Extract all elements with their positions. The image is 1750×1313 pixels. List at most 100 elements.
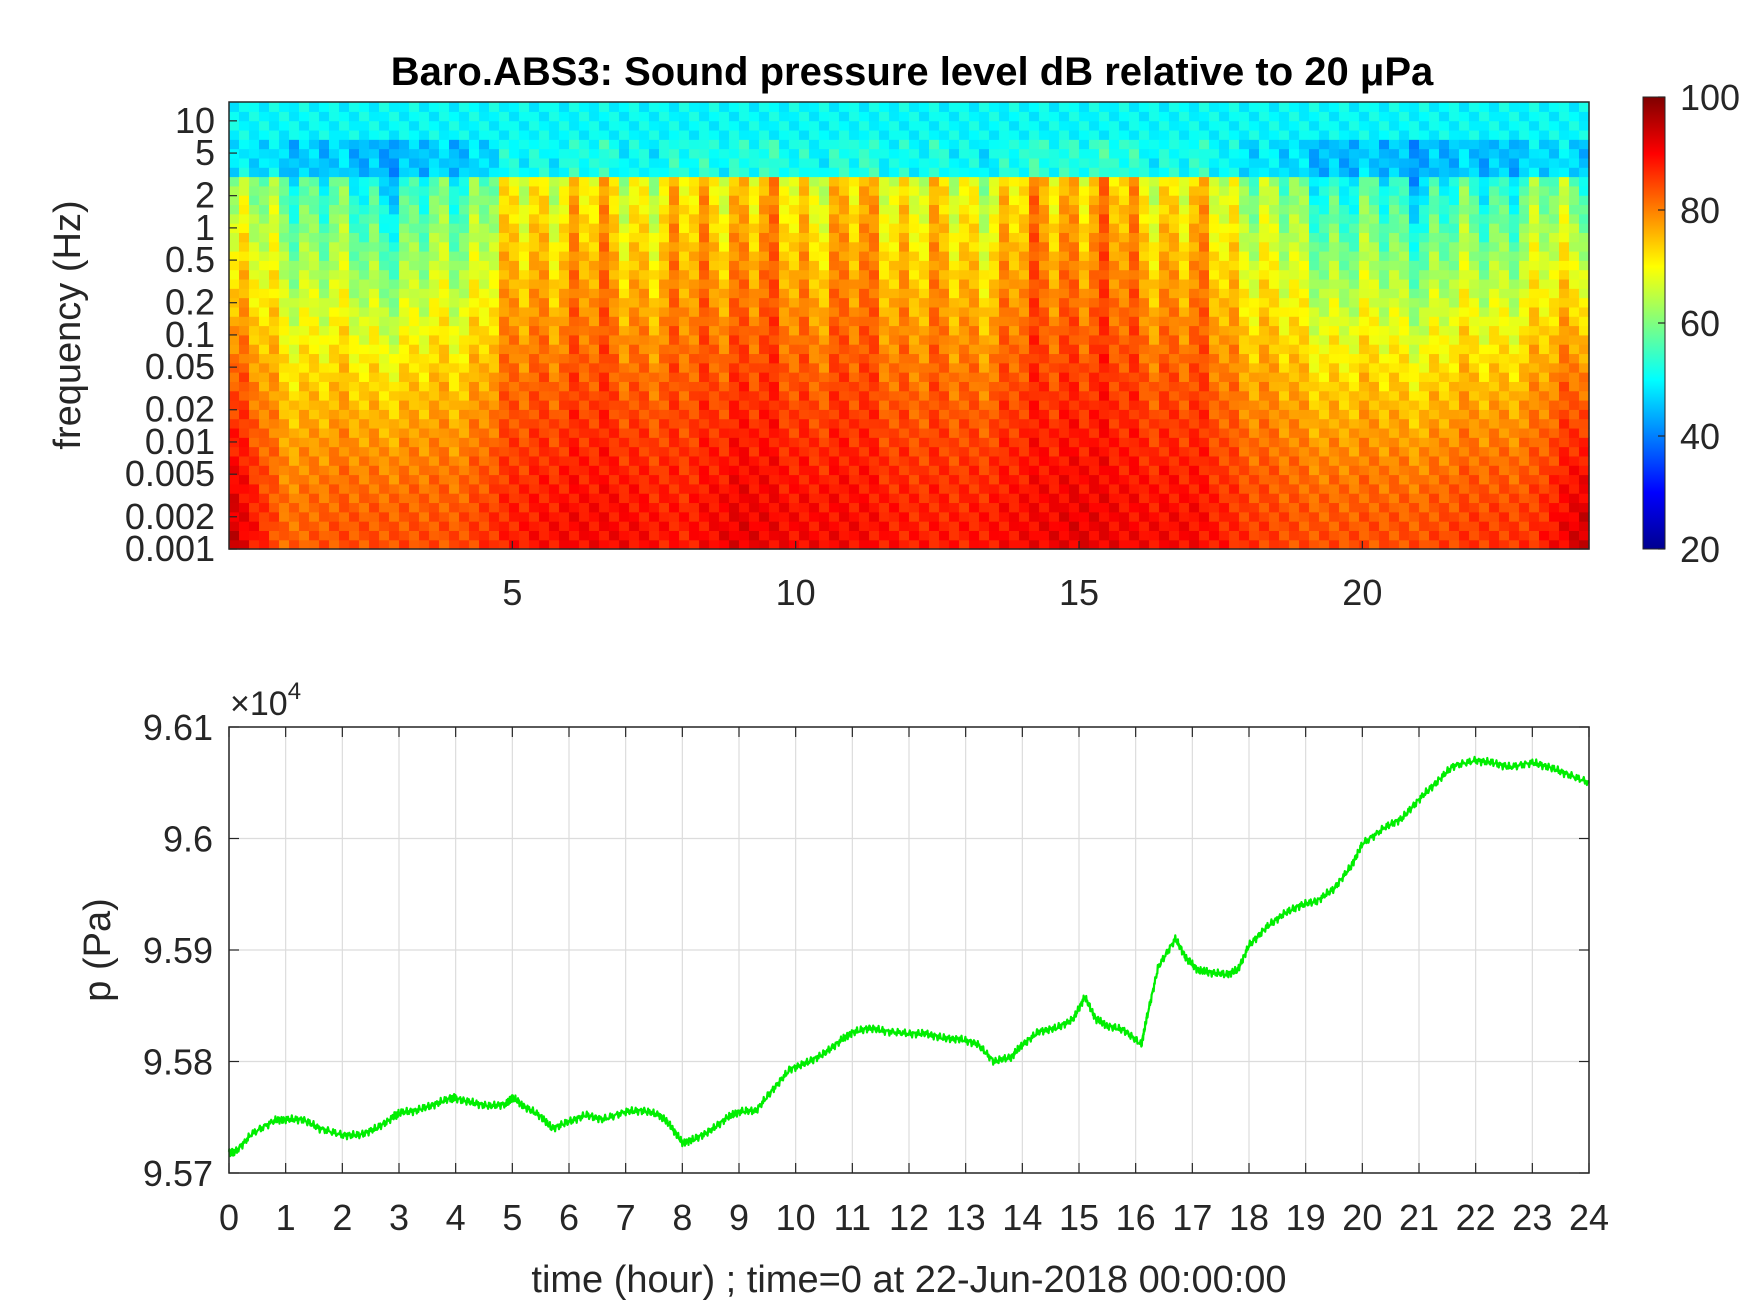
spectrogram-cell <box>399 139 410 150</box>
spectrogram-cell <box>519 111 530 122</box>
spectrogram-cell <box>1169 455 1180 466</box>
spectrogram-cell <box>729 260 740 271</box>
spectrogram-cell <box>1109 204 1120 215</box>
spectrogram-cell <box>629 334 640 345</box>
spectrogram-cell <box>629 446 640 457</box>
spectrogram-cell <box>239 288 250 299</box>
spectrogram-cell <box>879 455 890 466</box>
spectrogram-cell <box>1229 381 1240 392</box>
spectrogram-cell <box>829 306 840 317</box>
spectrogram-cell <box>949 185 960 196</box>
spectrogram-cell <box>749 102 760 112</box>
spectrogram-cell <box>339 334 350 345</box>
spectrogram-cell <box>1179 502 1190 513</box>
spectrogram-cell <box>1029 446 1040 457</box>
spectrogram-cell <box>599 334 610 345</box>
spectrogram-cell <box>569 502 580 513</box>
spectrogram-cell <box>679 530 690 541</box>
spectrogram-cell <box>379 362 390 373</box>
spectrogram-cell <box>639 278 650 289</box>
spectrogram-cell <box>609 306 620 317</box>
spectrogram-cell <box>979 102 990 112</box>
spectrogram-cell <box>1229 288 1240 299</box>
spectrogram-cell <box>349 232 360 243</box>
spectrogram-cell <box>539 102 550 112</box>
spectrogram-cell <box>479 325 490 336</box>
spectrogram-cell <box>429 372 440 382</box>
spectrogram-cell <box>1189 530 1200 541</box>
spectrogram-cell <box>509 455 520 466</box>
spectrogram-cell <box>589 288 600 299</box>
spectrogram-cell <box>569 539 580 550</box>
spectrogram-cell <box>389 297 400 308</box>
spectrogram-cell <box>1219 539 1230 550</box>
spectrogram-cell <box>1059 418 1070 429</box>
spectrogram-cell <box>559 260 570 271</box>
spectrogram-cell <box>1049 344 1060 355</box>
spectrogram-cell <box>549 483 560 494</box>
spectrogram-cell <box>539 269 550 280</box>
spectrogram-cell <box>819 204 830 215</box>
spectrogram-cell <box>549 129 560 140</box>
spectrogram-cell <box>739 251 750 261</box>
spectrogram-cell <box>719 455 730 466</box>
spectrogram-cell <box>679 157 690 168</box>
spectrogram-cell <box>629 111 640 122</box>
spectrogram-cell <box>349 148 360 159</box>
spectrogram-cell <box>339 409 350 420</box>
spectrogram-cell <box>269 390 280 401</box>
spectrogram-cell <box>1189 251 1200 261</box>
spectrogram-cell <box>899 111 910 122</box>
spectrogram-cell <box>829 111 840 122</box>
spectrogram-cell <box>779 148 790 159</box>
spectrogram-cell <box>1029 474 1040 485</box>
spectrogram-cell <box>1209 251 1220 261</box>
spectrogram-cell <box>969 167 980 178</box>
spectrogram-cell <box>939 120 950 131</box>
spectrogram-cell <box>709 102 720 112</box>
spectrogram-cell <box>549 288 560 299</box>
spectrogram-cell <box>729 288 740 299</box>
spectrogram-cell <box>589 465 600 476</box>
spectrogram-cell <box>819 418 830 429</box>
spectrogram-cell <box>479 185 490 196</box>
spectrogram-cell <box>569 344 580 355</box>
spectrogram-cell <box>959 502 970 513</box>
spectrogram-cell <box>479 120 490 131</box>
spectrogram-cell <box>809 455 820 466</box>
spectrogram-cell <box>629 176 640 187</box>
spectrogram-cell <box>979 167 990 178</box>
spectrogram-cell <box>649 157 660 168</box>
spectrogram-cell <box>409 111 420 122</box>
spectrogram-cell <box>289 157 300 168</box>
spectrogram-cell <box>999 167 1010 178</box>
spectrogram-cell <box>669 278 680 289</box>
spectrogram-cell <box>1059 474 1070 485</box>
spectrogram-cell <box>409 241 420 252</box>
spectrogram-cell <box>669 185 680 196</box>
spectrogram-cell <box>489 362 500 373</box>
spectrogram-cell <box>669 167 680 178</box>
spectrogram-cell <box>589 483 600 494</box>
spectrogram-cell <box>489 344 500 355</box>
spectrogram-cell <box>1009 120 1020 131</box>
spectrogram-cell <box>549 372 560 382</box>
spectrogram-cell <box>409 502 420 513</box>
spectrogram-cell <box>729 381 740 392</box>
spectrogram-cell <box>539 139 550 150</box>
spectrogram-cell <box>889 446 900 457</box>
spectrogram-cell <box>509 176 520 187</box>
spectrogram-cell <box>589 539 600 550</box>
spectrogram-cell <box>999 213 1010 224</box>
spectrogram-cell <box>889 511 900 522</box>
spectrogram-cell <box>1129 297 1140 308</box>
spectrogram-cell <box>869 372 880 382</box>
spectrogram-cell <box>449 278 460 289</box>
spectrogram-cell <box>509 139 520 150</box>
spectrogram-cell <box>719 418 730 429</box>
spectrogram-cell <box>379 521 390 531</box>
spectrogram-cell <box>249 102 260 112</box>
spectrogram-cell <box>1189 493 1200 504</box>
spectrogram-cell <box>349 213 360 224</box>
spectrogram-cell <box>629 213 640 224</box>
